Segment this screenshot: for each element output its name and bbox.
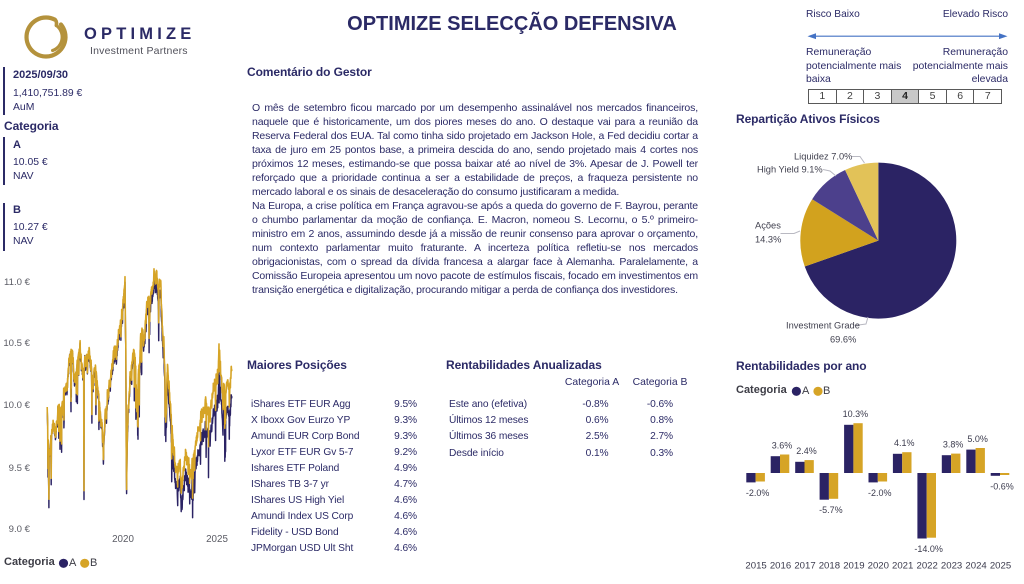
svg-text:2019: 2019 (843, 561, 864, 572)
svg-text:5.0%: 5.0% (967, 434, 988, 444)
svg-text:2025: 2025 (990, 561, 1011, 572)
svg-text:3.6%: 3.6% (772, 441, 793, 451)
svg-text:-0.6%: -0.6% (990, 481, 1014, 491)
svg-text:-14.0%: -14.0% (914, 544, 943, 554)
svg-text:2017: 2017 (794, 561, 815, 572)
svg-text:2.4%: 2.4% (796, 446, 817, 456)
svg-text:2022: 2022 (917, 561, 938, 572)
svg-text:Investment Grade: Investment Grade (786, 321, 860, 331)
svg-text:-5.7%: -5.7% (819, 505, 843, 515)
svg-text:Ações: Ações (755, 221, 781, 231)
svg-text:14.3%: 14.3% (755, 235, 781, 245)
svg-text:10.3%: 10.3% (843, 409, 869, 419)
svg-text:3.8%: 3.8% (943, 440, 964, 450)
svg-text:Liquidez 7.0%: Liquidez 7.0% (794, 152, 852, 162)
svg-text:2015: 2015 (745, 561, 766, 572)
svg-text:2018: 2018 (819, 561, 840, 572)
svg-text:2016: 2016 (770, 561, 791, 572)
svg-text:2020: 2020 (868, 561, 889, 572)
svg-text:-2.0%: -2.0% (746, 488, 770, 498)
svg-text:4.1%: 4.1% (894, 438, 915, 448)
svg-text:2023: 2023 (941, 561, 962, 572)
svg-text:2024: 2024 (965, 561, 987, 572)
svg-text:2021: 2021 (892, 561, 913, 572)
svg-text:High Yield 9.1%: High Yield 9.1% (757, 165, 823, 175)
svg-text:-2.0%: -2.0% (868, 488, 892, 498)
svg-text:69.6%: 69.6% (830, 335, 856, 345)
